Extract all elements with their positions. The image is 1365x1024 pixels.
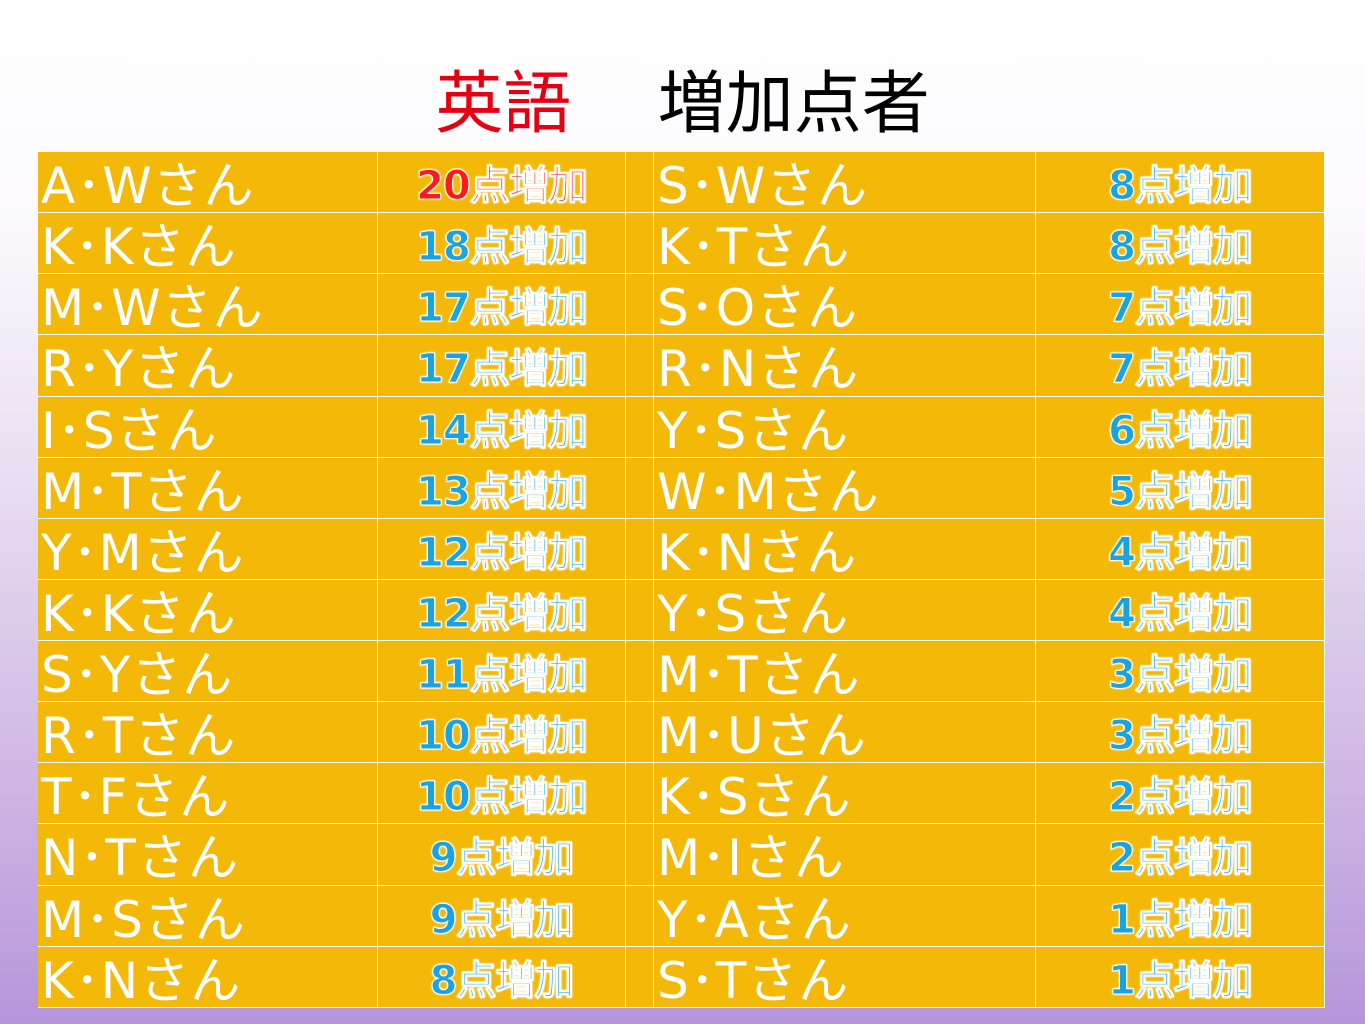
student-name: M･Wさん: [38, 274, 378, 336]
student-name: S･Oさん: [654, 274, 1036, 336]
score-increase: 5点増加: [1036, 457, 1325, 519]
student-name: Y･Mさん: [38, 518, 378, 580]
student-name: M･Uさん: [654, 702, 1036, 764]
score-increase: 10点増加: [378, 763, 626, 825]
score-increase: 2点増加: [1036, 824, 1325, 886]
student-name: S･Tさん: [654, 946, 1036, 1008]
student-name: R･Tさん: [38, 702, 378, 764]
score-increase: 6点増加: [1036, 396, 1325, 458]
page-title: 英語 増加点者: [0, 62, 1365, 148]
score-increase: 7点増加: [1036, 274, 1325, 336]
score-increase: 12点増加: [378, 579, 626, 641]
student-name: Y･Sさん: [654, 579, 1036, 641]
student-name: K･Sさん: [654, 763, 1036, 825]
column-divider: [626, 702, 654, 764]
student-name: K･Tさん: [654, 213, 1036, 275]
student-name: A･Wさん: [38, 152, 378, 214]
score-increase: 17点増加: [378, 335, 626, 397]
student-name: I･Sさん: [38, 396, 378, 458]
score-increase: 17点増加: [378, 274, 626, 336]
student-name: K･Nさん: [654, 518, 1036, 580]
student-name: R･Nさん: [654, 335, 1036, 397]
score-increase: 11点増加: [378, 641, 626, 703]
score-increase: 9点増加: [378, 824, 626, 886]
column-divider: [626, 579, 654, 641]
student-name: K･Kさん: [38, 213, 378, 275]
column-divider: [626, 641, 654, 703]
score-increase: 4点増加: [1036, 579, 1325, 641]
student-name: R･Yさん: [38, 335, 378, 397]
score-increase: 8点増加: [1036, 213, 1325, 275]
student-name: W･Mさん: [654, 457, 1036, 519]
column-divider: [626, 335, 654, 397]
column-divider: [626, 946, 654, 1008]
column-divider: [626, 824, 654, 886]
score-table: A･Wさん 20点増加 S･Wさん 8点増加 K･Kさん 18点増加 K･Tさん 8点増加 M･…: [38, 152, 1325, 1008]
column-divider: [626, 213, 654, 275]
student-name: M･Tさん: [38, 457, 378, 519]
score-increase: 18点増加: [378, 213, 626, 275]
column-divider: [626, 457, 654, 519]
student-name: M･Iさん: [654, 824, 1036, 886]
student-name: Y･Sさん: [654, 396, 1036, 458]
student-name: M･Tさん: [654, 641, 1036, 703]
score-increase: 3点増加: [1036, 702, 1325, 764]
column-divider: [626, 274, 654, 336]
title-text: 増加点者: [657, 65, 930, 144]
score-increase: 9点増加: [378, 885, 626, 947]
subject-label: 英語: [435, 65, 572, 144]
student-name: S･Yさん: [38, 641, 378, 703]
student-name: M･Sさん: [38, 885, 378, 947]
student-name: K･Nさん: [38, 946, 378, 1008]
score-increase: 1点増加: [1036, 946, 1325, 1008]
score-increase: 12点増加: [378, 518, 626, 580]
student-name: S･Wさん: [654, 152, 1036, 214]
student-name: Y･Aさん: [654, 885, 1036, 947]
score-increase: 8点増加: [378, 946, 626, 1008]
score-increase: 3点増加: [1036, 641, 1325, 703]
column-divider: [626, 885, 654, 947]
score-increase: 2点増加: [1036, 763, 1325, 825]
score-increase: 4点増加: [1036, 518, 1325, 580]
column-divider: [626, 518, 654, 580]
score-increase: 20点増加: [378, 152, 626, 214]
student-name: N･Tさん: [38, 824, 378, 886]
score-increase: 7点増加: [1036, 335, 1325, 397]
score-increase: 10点増加: [378, 702, 626, 764]
score-increase: 14点増加: [378, 396, 626, 458]
column-divider: [626, 396, 654, 458]
column-divider: [626, 152, 654, 214]
column-divider: [626, 763, 654, 825]
student-name: K･Kさん: [38, 579, 378, 641]
score-increase: 8点増加: [1036, 152, 1325, 214]
score-increase: 13点増加: [378, 457, 626, 519]
student-name: T･Fさん: [38, 763, 378, 825]
score-increase: 1点増加: [1036, 885, 1325, 947]
